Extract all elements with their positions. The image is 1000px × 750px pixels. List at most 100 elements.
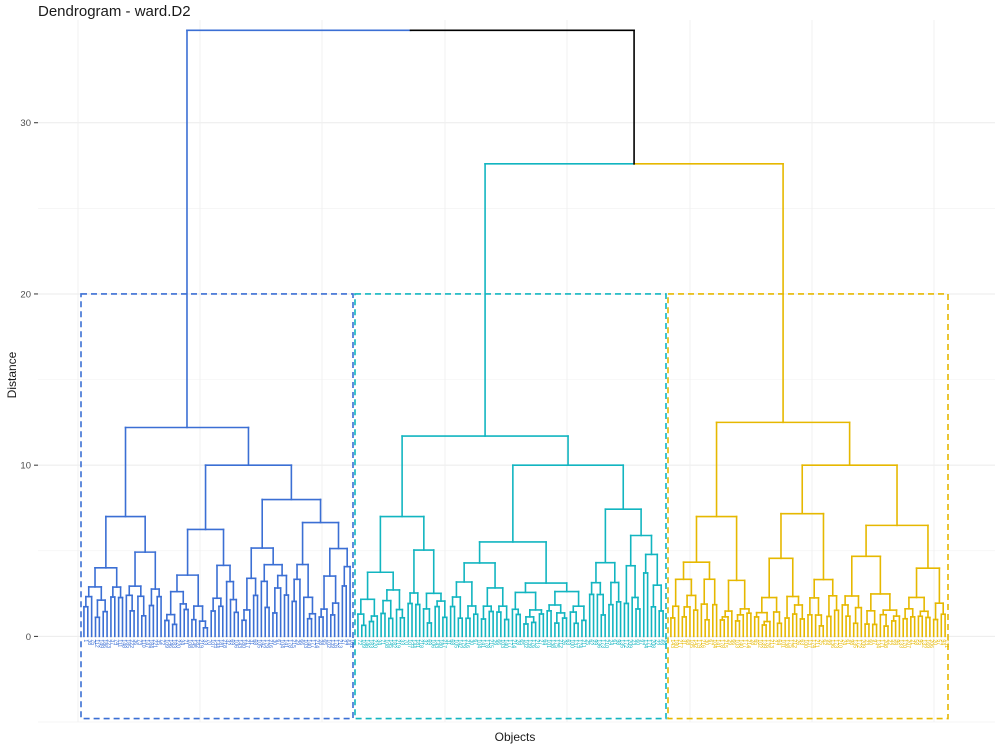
- leaf-label: 97: [638, 639, 644, 645]
- leaf-label: 106: [429, 639, 435, 648]
- leaf-label: 60: [634, 639, 640, 645]
- leaf-label: 171: [878, 639, 884, 648]
- leaf-label: 149: [97, 639, 103, 648]
- leaf-label: 65: [753, 639, 759, 645]
- leaf-label: 27: [772, 639, 778, 645]
- leaf-label: 143: [236, 639, 242, 648]
- leaf-label: 210: [603, 639, 609, 648]
- leaf-label: 36: [132, 639, 138, 645]
- leaf-label: 96: [894, 639, 900, 645]
- leaf-label: 112: [94, 639, 100, 647]
- leaf-label: 58: [913, 639, 919, 645]
- leaf-label: 183: [368, 639, 374, 648]
- leaf-label: 103: [734, 639, 740, 648]
- leaf-label: 142: [259, 639, 265, 648]
- leaf-label: 74: [113, 639, 119, 645]
- leaf-label: 101: [779, 639, 785, 648]
- leaf-label: 171: [646, 639, 652, 648]
- leaf-label: 180: [673, 639, 679, 648]
- leaf-label: 65: [321, 639, 327, 645]
- leaf-label: 217: [441, 639, 447, 648]
- leaf-label: 102: [522, 639, 528, 648]
- leaf-label: 219: [198, 639, 204, 648]
- leaf-label: 175: [553, 639, 559, 648]
- leaf-label: 173: [833, 639, 839, 648]
- leaf-label: 172: [856, 639, 862, 648]
- leaf-label: 216: [267, 639, 273, 648]
- leaf-label: 143: [669, 639, 675, 648]
- dendrogram-tree: [83, 29, 946, 638]
- leaf-label: 144: [410, 639, 416, 648]
- leaf-label: 184: [148, 639, 154, 648]
- leaf-label: 214: [745, 639, 751, 648]
- leaf-label: 182: [194, 639, 200, 648]
- leaf-label: 25: [584, 639, 590, 645]
- leaf-label: 174: [576, 639, 582, 648]
- leaf-label: 145: [387, 639, 393, 648]
- leaf-label: 70: [402, 639, 408, 645]
- leaf-label: 173: [599, 639, 605, 648]
- leaf-label: 66: [495, 639, 501, 645]
- leaf-label: 141: [480, 639, 486, 648]
- leaf-label: 28: [749, 639, 755, 645]
- leaf-label: 99: [592, 639, 598, 645]
- leaf-label: 32: [225, 639, 231, 645]
- leaf-label: 31: [445, 639, 451, 645]
- leaf-label: 29: [294, 639, 300, 645]
- leaf-label: 213: [337, 639, 343, 648]
- leaf-label: 24: [840, 639, 846, 645]
- leaf-label: 136: [595, 639, 601, 648]
- leaf-label: 62: [588, 639, 594, 645]
- leaf-label: 100: [802, 639, 808, 648]
- leaf-label: 178: [286, 639, 292, 648]
- leaf-label: 180: [240, 639, 246, 648]
- leaf-label: 75: [90, 639, 96, 645]
- leaf-label: 110: [140, 639, 146, 647]
- leaf-label: 177: [310, 639, 316, 648]
- leaf-label: 68: [449, 639, 455, 645]
- leaf-label: 177: [507, 639, 513, 648]
- y-tick-label: 0: [26, 632, 31, 643]
- leaf-label: 61: [844, 639, 850, 645]
- leaf-label: 146: [364, 639, 370, 648]
- leaf-label: 135: [619, 639, 625, 648]
- leaf-label: 108: [383, 639, 389, 648]
- leaf-label: 21: [909, 639, 915, 645]
- leaf-label: 105: [688, 639, 694, 648]
- leaf-label: 141: [283, 639, 289, 648]
- leaf-label: 209: [859, 639, 865, 648]
- leaf-label: 98: [848, 639, 854, 645]
- leaf-label: 218: [221, 639, 227, 648]
- cluster-box: [80, 293, 354, 720]
- leaf-label: 26: [561, 639, 567, 645]
- grid: [38, 20, 995, 723]
- leaf-label: 29: [491, 639, 497, 645]
- leaf-label: 101: [348, 639, 354, 648]
- leaf-label: 174: [810, 639, 816, 648]
- leaf-label: 209: [626, 639, 632, 648]
- leaf-label: 30: [703, 639, 709, 645]
- leaf-label: 142: [692, 639, 698, 648]
- leaf-label: 137: [806, 639, 812, 648]
- leaf-label: 177: [741, 639, 747, 648]
- leaf-label: 217: [244, 639, 250, 648]
- leaf-label: 69: [425, 639, 431, 645]
- leaf-label: 71: [182, 639, 188, 645]
- leaf-label: 211: [814, 639, 820, 647]
- leaf-label: 72: [356, 639, 362, 645]
- leaf-label: 96: [661, 639, 667, 645]
- leaf-label: 25: [817, 639, 823, 645]
- leaf-label: 182: [391, 639, 397, 648]
- leaf-label: 100: [568, 639, 574, 648]
- leaf-label: 70: [205, 639, 211, 645]
- leaf-label: 181: [414, 639, 420, 648]
- leaf-label: 98: [615, 639, 621, 645]
- leaf-label: 140: [306, 639, 312, 648]
- leaf-label: 218: [418, 639, 424, 648]
- leaf-label: 176: [530, 639, 536, 648]
- leaf-label: 28: [514, 639, 520, 645]
- leaf-label: 109: [360, 639, 366, 648]
- leaf-label: 138: [549, 639, 555, 648]
- leaf-label: 146: [167, 639, 173, 648]
- leaf-label: 176: [764, 639, 770, 648]
